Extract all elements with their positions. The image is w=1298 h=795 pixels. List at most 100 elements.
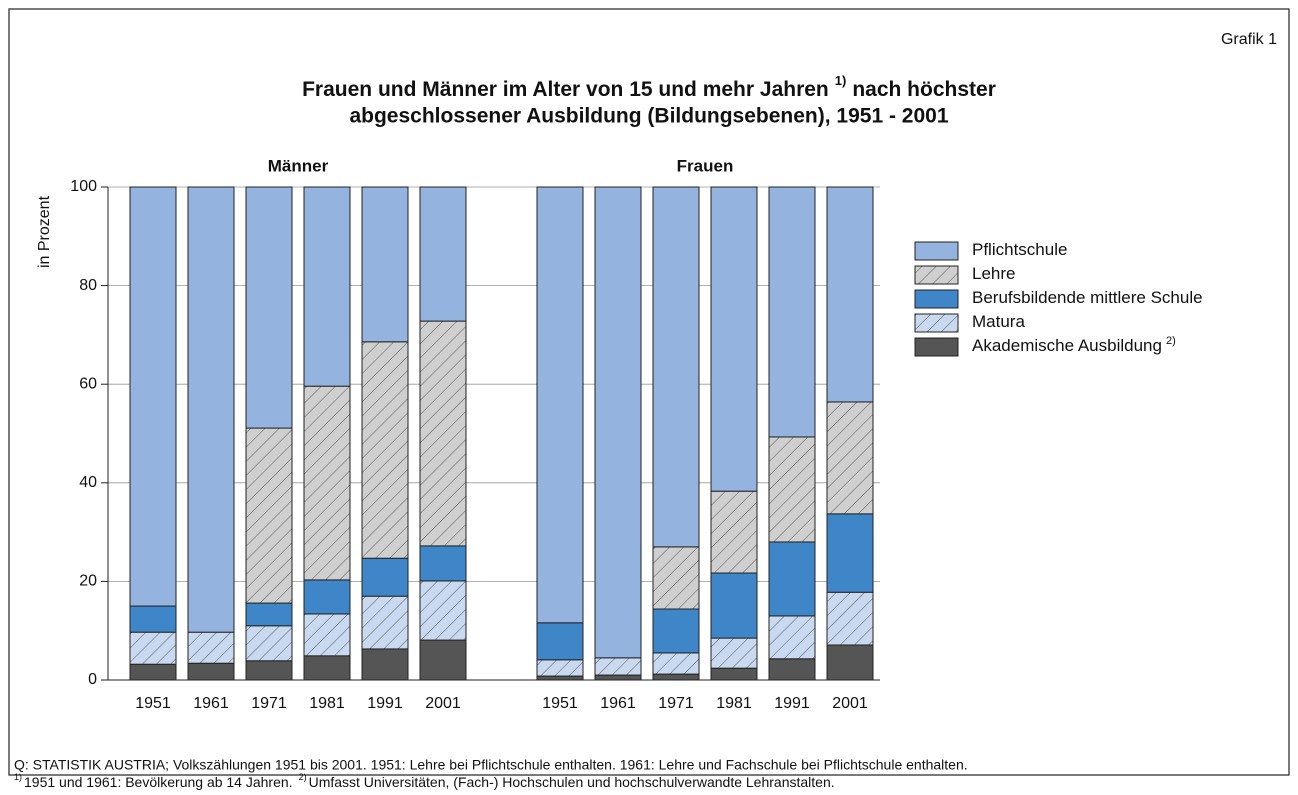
note-text: Umfasst Universitäten, (Fach-) Hochschul… [309, 774, 835, 790]
legend-label: Berufsbildende mittlere Schule [972, 288, 1203, 307]
bar-segment [594, 657, 642, 676]
y-tick-label: 20 [79, 573, 97, 590]
bar-segment [652, 186, 700, 548]
bar-segment [129, 663, 177, 681]
bar-segment [361, 341, 409, 559]
bar-segment [129, 631, 177, 665]
bar-segment [710, 667, 758, 681]
chart-title: Frauen und Männer im Alter von 15 und me… [302, 73, 996, 100]
bar-segment [826, 186, 874, 403]
bar-segment [303, 655, 351, 681]
legend-swatch [914, 265, 959, 285]
bar-segment [594, 186, 642, 659]
bar-segment [652, 673, 700, 681]
bar-segment [187, 186, 235, 633]
bar-segment [187, 662, 235, 681]
bar-segment [303, 613, 351, 657]
bar-segment [652, 546, 700, 610]
bar-segment [419, 186, 467, 322]
bar-segment [361, 557, 409, 597]
legend-swatch [914, 289, 959, 309]
bar-segment [419, 545, 467, 582]
x-tick-label: 1971 [658, 695, 694, 712]
bar-segment [710, 186, 758, 492]
x-tick-label: 2001 [425, 695, 461, 712]
bar-segment [303, 579, 351, 615]
legend-name: Matura [972, 312, 1025, 331]
chart-title: abgeschlossener Ausbildung (Bildungseben… [349, 105, 948, 128]
bar-segment [536, 622, 584, 661]
bar-segment [245, 602, 293, 627]
x-tick-label: 1961 [600, 695, 636, 712]
y-tick-label: 40 [79, 474, 97, 491]
bar-segment [419, 580, 467, 641]
bar-segment [361, 648, 409, 681]
bar-segment [826, 513, 874, 593]
bar-segment [536, 186, 584, 624]
x-tick-label: 1951 [542, 695, 578, 712]
bar-segment [768, 658, 816, 681]
title-part: Frauen und Männer im Alter von 15 und me… [302, 78, 829, 101]
bar-segment [768, 541, 816, 617]
x-tick-label: 1961 [193, 695, 229, 712]
y-axis-label: in Prozent [36, 195, 53, 268]
x-tick-label: 1971 [251, 695, 287, 712]
bar-segment [594, 674, 642, 681]
bar-segment [303, 186, 351, 387]
bar-segment [652, 652, 700, 675]
x-tick-label: 2001 [832, 695, 868, 712]
bar-segment [826, 401, 874, 515]
bar-segment [768, 186, 816, 438]
bar-segment [129, 605, 177, 633]
frame [8, 8, 1290, 776]
panel-title: Männer [268, 156, 329, 175]
source: Q: STATISTIK AUSTRIA; Volkszählungen 195… [14, 757, 968, 773]
legend-label: Pflichtschule [972, 240, 1067, 259]
legend-label: Akademische Ausbildung 2) [972, 335, 1176, 356]
bar-segment [710, 490, 758, 574]
x-tick-label: 1991 [367, 695, 403, 712]
x-tick-label: 1981 [716, 695, 752, 712]
legend-name: Berufsbildende mittlere Schule [972, 288, 1203, 307]
x-tick-label: 1991 [774, 695, 810, 712]
note-text: 1951 und 1961: Bevölkerung ab 14 Jahren. [24, 774, 293, 790]
bar-segment [245, 660, 293, 681]
bar-segment [245, 625, 293, 662]
bar-segment [826, 644, 874, 681]
note-mark: 1) [14, 772, 22, 782]
bar-segment [187, 631, 235, 664]
bar-segment [419, 320, 467, 547]
bar-segment [361, 595, 409, 650]
x-tick-label: 1981 [309, 695, 345, 712]
bar-segment [129, 186, 177, 607]
panel-title: Frauen [677, 156, 734, 175]
legend-swatch [914, 337, 959, 357]
legend-label: Matura [972, 312, 1025, 331]
title-note: 1) [835, 73, 847, 88]
legend-name: Lehre [972, 264, 1015, 283]
legend-swatch [914, 313, 959, 333]
x-tick-label: 1951 [135, 695, 171, 712]
footnotes: 1) 1951 und 1961: Bevölkerung ab 14 Jahre… [14, 772, 835, 789]
y-tick-label: 60 [79, 375, 97, 392]
bar-segment [361, 186, 409, 343]
y-tick-label: 100 [70, 178, 97, 195]
bar-segment [536, 659, 584, 677]
bar-segment [245, 427, 293, 604]
bar-segment [419, 639, 467, 681]
bar-segment [768, 615, 816, 660]
legend-swatch [914, 241, 959, 261]
y-tick-label: 80 [79, 277, 97, 294]
bar-segment [536, 675, 584, 681]
bar-segment [710, 572, 758, 639]
legend-name: Pflichtschule [972, 240, 1067, 259]
bar-segment [710, 637, 758, 669]
graphic-label: Grafik 1 [1221, 31, 1277, 48]
legend-name: Akademische Ausbildung [972, 336, 1162, 355]
legend-label: Lehre [972, 264, 1015, 283]
y-tick-label: 0 [88, 671, 97, 688]
bar-segment [826, 591, 874, 646]
bar-segment [768, 436, 816, 543]
title-part: nach höchster [852, 78, 996, 101]
